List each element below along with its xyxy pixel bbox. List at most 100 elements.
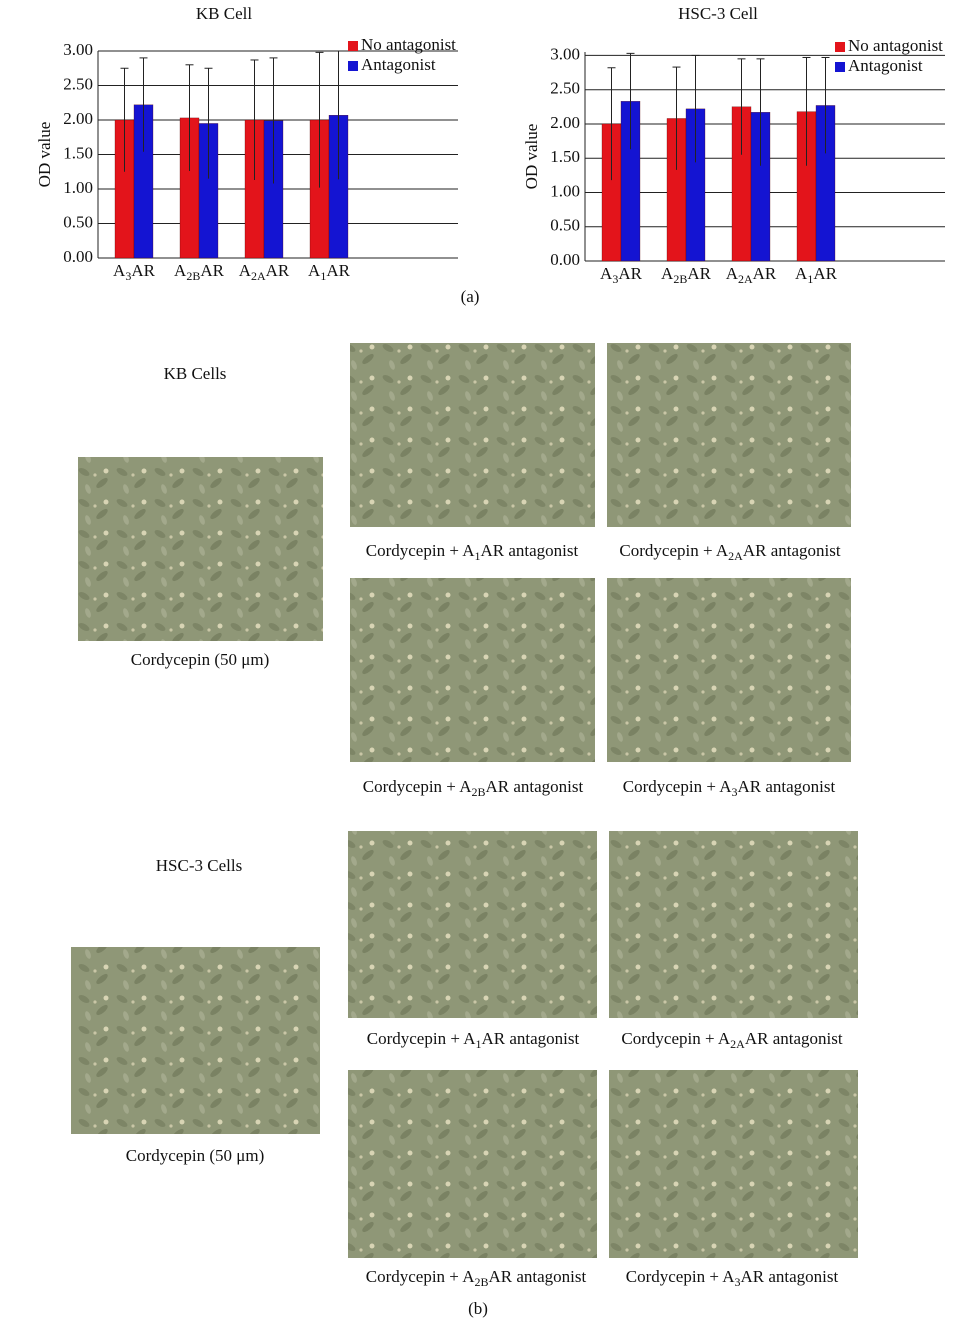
x-tick-label: A3AR xyxy=(600,264,643,286)
text-part: A xyxy=(174,261,187,280)
subscript: 2A xyxy=(730,1037,745,1051)
image-caption: Cordycepin + A2BAR antagonist xyxy=(363,777,584,799)
subscript: 2A xyxy=(738,272,753,286)
subscript: 3 xyxy=(612,272,618,286)
image-caption: Cordycepin + A3AR antagonist xyxy=(626,1267,839,1289)
y-tick-label: 0.50 xyxy=(550,216,580,235)
x-tick-label: A1AR xyxy=(308,261,351,283)
text-part: AR antagonist xyxy=(481,541,579,560)
y-tick-label: 2.50 xyxy=(550,79,580,98)
subscript: 2B xyxy=(186,269,200,283)
text-part: A xyxy=(308,261,321,280)
y-axis-title: OD value xyxy=(35,122,54,188)
image-caption: Cordycepin + A2AAR antagonist xyxy=(621,1029,842,1051)
text-part: AR antagonist xyxy=(743,541,841,560)
x-tick-label: A2AAR xyxy=(239,261,290,283)
text-part: AR antagonist xyxy=(741,1267,839,1286)
text-part: Cordycepin + A xyxy=(366,1267,475,1286)
text-part: AR xyxy=(687,264,711,283)
text-part: AR xyxy=(618,264,642,283)
text-part: Cordycepin + A xyxy=(623,777,732,796)
micrograph xyxy=(350,578,595,762)
micrograph xyxy=(609,831,858,1018)
figure-label: (b) xyxy=(468,1299,488,1318)
text-part: A xyxy=(661,264,674,283)
micrograph xyxy=(78,457,323,641)
y-tick-label: 2.50 xyxy=(63,74,93,93)
y-tick-label: 1.00 xyxy=(63,178,93,197)
text-part: AR antagonist xyxy=(738,777,836,796)
y-tick-label: 3.00 xyxy=(63,40,93,59)
legend-label: Antagonist xyxy=(361,55,436,74)
legend-label: No antagonist xyxy=(361,35,456,54)
micrograph xyxy=(71,947,320,1134)
text-part: A xyxy=(726,264,739,283)
subscript: 2B xyxy=(471,785,485,799)
image-caption: Cordycepin + A2AAR antagonist xyxy=(619,541,840,563)
y-tick-label: 1.50 xyxy=(550,147,580,166)
y-tick-label: 0.00 xyxy=(550,250,580,269)
micrograph xyxy=(348,831,597,1018)
micrograph xyxy=(348,1070,597,1258)
image-caption: Cordycepin + A1AR antagonist xyxy=(366,541,579,563)
subscript: 2B xyxy=(673,272,687,286)
text-part: Cordycepin + A xyxy=(621,1029,730,1048)
text-part: Cordycepin + A xyxy=(619,541,728,560)
panel-title: HSC-3 Cells xyxy=(156,856,242,875)
y-tick-label: 3.00 xyxy=(550,44,580,63)
text-part: AR xyxy=(813,264,837,283)
text-part: Cordycepin + A xyxy=(363,777,472,796)
x-tick-label: A2BAR xyxy=(174,261,225,283)
text-part: AR xyxy=(753,264,777,283)
subscript: 1 xyxy=(475,549,481,563)
text-part: AR antagonist xyxy=(482,1029,580,1048)
y-tick-label: 2.00 xyxy=(63,109,93,128)
bar-chart: KB Cell OD value 0.00 0.50 1.00 1.50 2.00 2.50 3… xyxy=(35,4,458,283)
text-part: AR antagonist xyxy=(486,777,584,796)
text-part: Cordycepin + A xyxy=(367,1029,476,1048)
legend-swatch xyxy=(348,41,358,51)
bar-chart: HSC-3 Cell OD value 0.00 0.50 1.00 1.50 2.00 2.… xyxy=(522,4,945,286)
subscript: 3 xyxy=(735,1275,741,1289)
y-tick-label: 1.00 xyxy=(550,181,580,200)
y-tick-label: 1.50 xyxy=(63,143,93,162)
image-caption: Cordycepin + A1AR antagonist xyxy=(367,1029,580,1051)
legend-label: Antagonist xyxy=(848,56,923,75)
micrograph xyxy=(607,578,851,762)
subscript: 3 xyxy=(732,785,738,799)
text-part: AR xyxy=(131,261,155,280)
legend-swatch xyxy=(348,61,358,71)
subscript: 3 xyxy=(125,269,131,283)
y-tick-label: 2.00 xyxy=(550,113,580,132)
text-part: A xyxy=(600,264,613,283)
chart-title: HSC-3 Cell xyxy=(678,4,758,23)
x-tick-label: A2AAR xyxy=(726,264,777,286)
subscript: 2A xyxy=(251,269,266,283)
text-part: AR xyxy=(200,261,224,280)
image-caption: Cordycepin + A3AR antagonist xyxy=(623,777,836,799)
text-part: AR xyxy=(326,261,350,280)
text-part: A xyxy=(239,261,252,280)
subscript: 2A xyxy=(728,549,743,563)
text-part: AR antagonist xyxy=(745,1029,843,1048)
x-tick-label: A2BAR xyxy=(661,264,712,286)
subscript: 1 xyxy=(320,269,326,283)
legend-label: No antagonist xyxy=(848,36,943,55)
micrograph xyxy=(609,1070,858,1258)
legend-swatch xyxy=(835,42,845,52)
text-part: Cordycepin + A xyxy=(626,1267,735,1286)
y-tick-label: 0.50 xyxy=(63,212,93,231)
legend-swatch xyxy=(835,62,845,72)
subscript: 2B xyxy=(474,1275,488,1289)
micrograph xyxy=(607,343,851,527)
text-part: A xyxy=(795,264,808,283)
text-part: Cordycepin + A xyxy=(366,541,475,560)
image-caption: Cordycepin + A2BAR antagonist xyxy=(366,1267,587,1289)
image-caption: Cordycepin (50 μm) xyxy=(131,650,269,669)
y-tick-label: 0.00 xyxy=(63,247,93,266)
image-caption: Cordycepin (50 μm) xyxy=(126,1146,264,1165)
figure-label: (a) xyxy=(461,287,480,306)
text-part: AR xyxy=(266,261,290,280)
